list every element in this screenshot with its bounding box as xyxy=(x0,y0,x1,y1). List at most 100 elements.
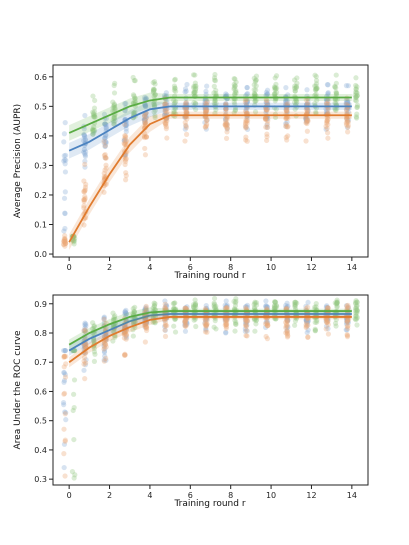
auroc-point xyxy=(101,316,107,322)
aupr-y-axis: 0.0 0.1 0.2 0.3 0.4 0.5 0.6 xyxy=(34,73,53,259)
auroc-point xyxy=(323,304,329,310)
aupr-point xyxy=(264,115,270,121)
aupr-point xyxy=(265,116,271,122)
aupr-point xyxy=(353,94,359,100)
aupr-point xyxy=(343,97,349,103)
auroc-point xyxy=(182,320,188,326)
aupr-point xyxy=(244,138,250,144)
aupr-point xyxy=(284,99,290,105)
aupr-point xyxy=(273,81,279,87)
aupr-point xyxy=(343,83,350,89)
auroc-point xyxy=(332,300,338,306)
aupr-point xyxy=(151,101,157,107)
aupr-trend-line xyxy=(68,114,352,243)
auroc-point xyxy=(193,304,199,311)
aupr-point xyxy=(122,139,128,146)
auroc-point xyxy=(262,321,269,327)
aupr-point xyxy=(61,228,67,234)
aupr-point xyxy=(243,124,249,130)
auroc-point xyxy=(354,302,360,309)
aupr-point xyxy=(262,116,269,123)
aupr-point xyxy=(102,143,108,149)
auroc-point xyxy=(232,321,239,327)
auroc-point xyxy=(162,301,168,307)
aupr-point xyxy=(142,120,148,126)
auroc-point xyxy=(131,309,137,315)
auroc-y-tick-label: 0.3 xyxy=(34,475,47,484)
aupr-point xyxy=(122,156,128,163)
aupr-point xyxy=(344,118,351,124)
auroc-point xyxy=(69,469,76,475)
auroc-point xyxy=(184,320,190,326)
aupr-point xyxy=(222,122,229,128)
auroc-point xyxy=(242,317,248,323)
auroc-point xyxy=(122,311,128,317)
auroc-point xyxy=(303,319,310,326)
aupr-point xyxy=(353,94,359,101)
aupr-point xyxy=(285,101,291,107)
auroc-point xyxy=(303,317,309,323)
aupr-point xyxy=(92,127,98,134)
auroc-x-tick-label: 0 xyxy=(67,491,72,500)
aupr-point xyxy=(81,188,87,195)
aupr-point xyxy=(305,108,311,114)
aupr-point xyxy=(314,85,320,91)
auroc-point xyxy=(264,321,271,327)
auroc-point xyxy=(101,340,108,346)
aupr-point xyxy=(142,117,148,123)
aupr-point xyxy=(332,100,338,106)
auroc-point xyxy=(62,347,68,354)
auroc-point xyxy=(143,324,149,330)
auroc-point xyxy=(243,332,249,339)
aupr-point xyxy=(304,119,310,125)
auroc-point xyxy=(121,331,127,337)
auroc-point xyxy=(285,324,291,330)
aupr-point xyxy=(272,85,278,91)
aupr-point xyxy=(142,94,148,101)
aupr-point xyxy=(284,109,290,115)
auroc-point xyxy=(61,441,68,447)
aupr-point xyxy=(150,86,157,92)
aupr-point xyxy=(272,90,278,96)
auroc-point xyxy=(344,317,350,323)
auroc-point xyxy=(61,370,67,376)
aupr-point xyxy=(344,119,350,125)
auroc-point xyxy=(223,324,229,330)
aupr-point xyxy=(231,110,237,116)
aupr-y-tick-label: 0.4 xyxy=(34,132,47,141)
aupr-point xyxy=(325,97,331,103)
auroc-point xyxy=(101,341,107,347)
aupr-x-tick-label: 2 xyxy=(107,263,112,272)
auroc-point xyxy=(62,437,68,443)
aupr-point xyxy=(223,101,229,107)
aupr-point xyxy=(62,239,68,245)
auroc-point xyxy=(292,302,298,308)
aupr-point xyxy=(272,85,278,91)
auroc-point xyxy=(244,302,250,308)
auroc-point xyxy=(203,316,209,323)
auroc-point xyxy=(345,304,351,310)
auroc-point xyxy=(182,305,188,311)
auroc-point xyxy=(60,399,67,406)
auroc-point xyxy=(162,319,169,325)
auroc-point xyxy=(231,306,238,312)
auroc-point xyxy=(162,305,168,311)
aupr-point xyxy=(271,91,277,97)
aupr-point xyxy=(81,198,87,205)
aupr-point xyxy=(182,138,188,144)
aupr-point xyxy=(123,100,129,107)
auroc-point xyxy=(110,310,116,316)
auroc-plot-frame xyxy=(52,294,369,486)
aupr-point xyxy=(203,126,209,132)
auroc-point xyxy=(143,306,149,312)
aupr-point xyxy=(171,101,177,107)
auroc-point xyxy=(141,307,148,314)
aupr-point xyxy=(91,114,97,120)
auroc-point xyxy=(81,354,88,361)
aupr-point xyxy=(314,97,320,103)
aupr-point xyxy=(253,98,259,104)
aupr-point xyxy=(344,107,350,114)
aupr-point xyxy=(163,121,169,127)
aupr-point xyxy=(264,91,270,97)
aupr-point xyxy=(312,100,318,107)
